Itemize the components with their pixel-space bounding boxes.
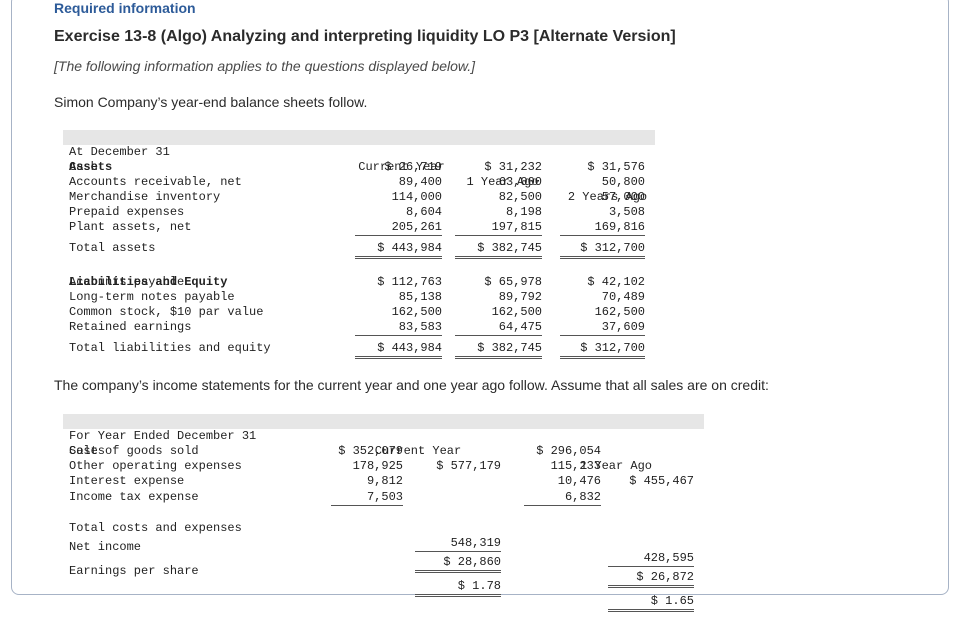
row-value: 64,475	[455, 320, 542, 336]
row-value: 169,816	[560, 220, 645, 236]
row-value: 8,604	[405, 205, 442, 219]
row-value: $ 312,700	[560, 341, 645, 359]
eps-label: Earnings per share	[69, 564, 199, 578]
row-value: $ 31,232	[484, 160, 542, 174]
col-1-year-ago: 1 Year Ago	[466, 175, 539, 189]
row-value: $ 352,079	[338, 444, 403, 458]
total-costs-current: 548,319	[415, 536, 501, 552]
balance-intro: Simon Company’s year-end balance sheets …	[54, 94, 368, 110]
col-2-years-ago: 2 Years Ago	[567, 190, 648, 204]
income-col-prev: 1 Year Ago	[579, 459, 652, 473]
row-label: Merchandise inventory	[69, 190, 221, 204]
row-label: Cash	[69, 160, 98, 174]
row-value: 205,261	[355, 220, 442, 236]
liabilities-heading: Liabilities and Equity	[69, 275, 228, 289]
row-value: 3,508	[608, 205, 645, 219]
liabilities-heading-row: Liabilities and Equity	[63, 260, 227, 289]
balance-sheet-table: At December 31 Current Year 1 Year Ago 2…	[63, 130, 655, 360]
row-value: 37,609	[560, 320, 645, 336]
row-label: Prepaid expenses	[69, 205, 185, 219]
row-value: 178,925	[352, 459, 403, 473]
balance-header-row: At December 31 Current Year 1 Year Ago 2…	[63, 130, 655, 204]
row-label: Plant assets, net	[69, 220, 192, 234]
row-value: 6,832	[524, 490, 601, 506]
income-col-label: For Year Ended December 31	[69, 429, 257, 443]
required-information-label: Required information	[54, 0, 196, 16]
row-value: $ 443,984	[355, 241, 442, 259]
instruction-note: [The following information applies to th…	[54, 58, 476, 74]
row-value: 83,583	[355, 320, 442, 336]
row-value: $ 312,700	[560, 241, 645, 259]
row-value: $ 31,576	[587, 160, 645, 174]
row-value: $ 382,745	[455, 341, 542, 359]
exercise-title: Exercise 13-8 (Algo) Analyzing and inter…	[54, 28, 676, 45]
row-value: $ 443,984	[355, 341, 442, 359]
row-value: 115,233	[550, 459, 601, 473]
row-value: 89,400	[398, 175, 442, 189]
sales-prev: $ 455,467	[629, 474, 694, 488]
row-value: 89,792	[498, 290, 542, 304]
total-costs-row: Total costs and expenses 548,319 428,595	[63, 506, 694, 567]
row-value: 10,476	[557, 474, 601, 488]
sales-row: Sales $ 577,179 $ 455,467	[63, 429, 694, 488]
row-value: 7,503	[331, 490, 403, 506]
sales-label: Sales	[69, 444, 106, 458]
row-value: $ 296,054	[536, 444, 601, 458]
row-value: 85,138	[398, 290, 442, 304]
eps-row: Earnings per share $ 1.78 $ 1.65	[63, 549, 694, 612]
total-costs-prev: 428,595	[608, 551, 694, 567]
net-income-prev: $ 26,872	[608, 570, 694, 588]
row-value: $ 26,719	[384, 160, 442, 174]
row-value: $ 42,102	[587, 275, 645, 289]
row-value: $ 65,978	[484, 275, 542, 289]
row-value: 50,800	[601, 175, 645, 189]
income-intro: The company’s income statements for the …	[54, 377, 769, 393]
row-value: 162,500	[594, 305, 645, 319]
col-current-year: Current Year	[358, 160, 445, 174]
row-value: $ 112,763	[377, 275, 442, 289]
income-col-current: Current Year	[374, 444, 462, 458]
total-costs-label: Total costs and expenses	[69, 521, 242, 535]
row-label: Accounts payable	[69, 275, 185, 289]
net-income-current: $ 28,860	[415, 555, 501, 573]
row-label: Total liabilities and equity	[69, 341, 271, 355]
row-label: Common stock, $10 par value	[69, 305, 264, 319]
row-label: Interest expense	[69, 474, 185, 488]
row-label: Cost of goods sold	[69, 444, 199, 458]
row-value: 197,815	[455, 220, 542, 236]
row-value: 70,489	[601, 290, 645, 304]
row-value: 82,500	[498, 190, 542, 204]
row-value: 8,198	[505, 205, 542, 219]
row-value: 9,812	[366, 474, 403, 488]
eps-prev: $ 1.65	[608, 594, 694, 612]
row-value: 162,500	[391, 305, 442, 319]
income-statement-table: For Year Ended December 31 Current Year …	[63, 414, 704, 612]
row-value: 114,000	[391, 190, 442, 204]
assets-heading-row: Assets	[63, 145, 112, 174]
row-label: Total assets	[69, 241, 156, 255]
row-value: 57,000	[601, 190, 645, 204]
sales-current: $ 577,179	[436, 459, 501, 473]
assets-heading: Assets	[69, 160, 113, 174]
row-value: $ 382,745	[455, 241, 542, 259]
balance-col-label: At December 31	[69, 145, 170, 159]
row-value: 63,000	[498, 175, 542, 189]
row-label: Retained earnings	[69, 320, 192, 334]
income-header-row: For Year Ended December 31 Current Year …	[63, 414, 704, 473]
net-income-row: Net income $ 28,860 $ 26,872	[63, 525, 694, 588]
row-label: Other operating expenses	[69, 459, 242, 473]
net-income-label: Net income	[69, 540, 142, 554]
row-value: 162,500	[491, 305, 542, 319]
eps-current: $ 1.78	[415, 579, 501, 597]
row-label: Income tax expense	[69, 490, 199, 504]
row-label: Long-term notes payable	[69, 290, 235, 304]
row-label: Accounts receivable, net	[69, 175, 242, 189]
